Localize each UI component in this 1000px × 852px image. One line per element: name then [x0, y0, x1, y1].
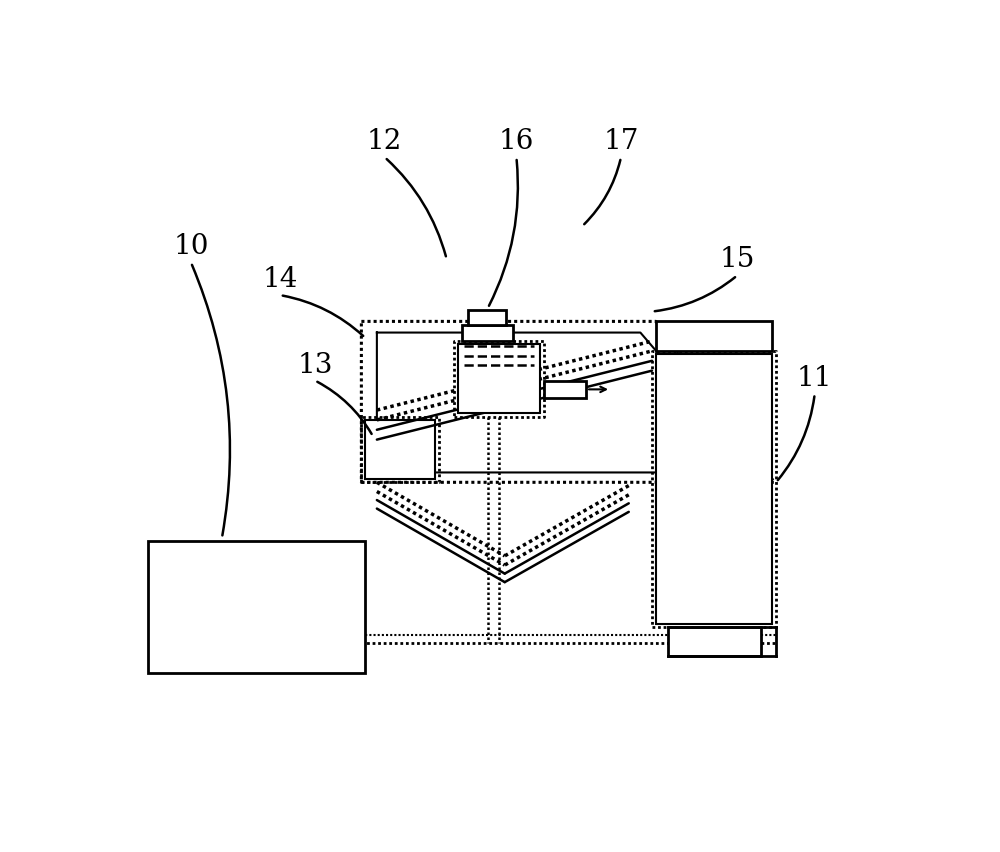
Bar [462, 325, 512, 342]
Text: 12: 12 [367, 128, 402, 155]
Text: 15: 15 [720, 246, 755, 273]
Bar [668, 627, 761, 657]
Bar [544, 381, 586, 399]
Text: 10: 10 [173, 233, 209, 260]
Bar [468, 311, 506, 325]
Text: 17: 17 [603, 128, 639, 155]
Text: 14: 14 [262, 266, 298, 293]
Bar [656, 322, 772, 352]
Text: 11: 11 [797, 365, 832, 391]
Bar [656, 354, 772, 624]
Bar [365, 420, 435, 480]
Bar [458, 345, 540, 414]
Text: 13: 13 [297, 351, 333, 378]
Bar [148, 542, 365, 673]
Text: 16: 16 [499, 128, 534, 155]
